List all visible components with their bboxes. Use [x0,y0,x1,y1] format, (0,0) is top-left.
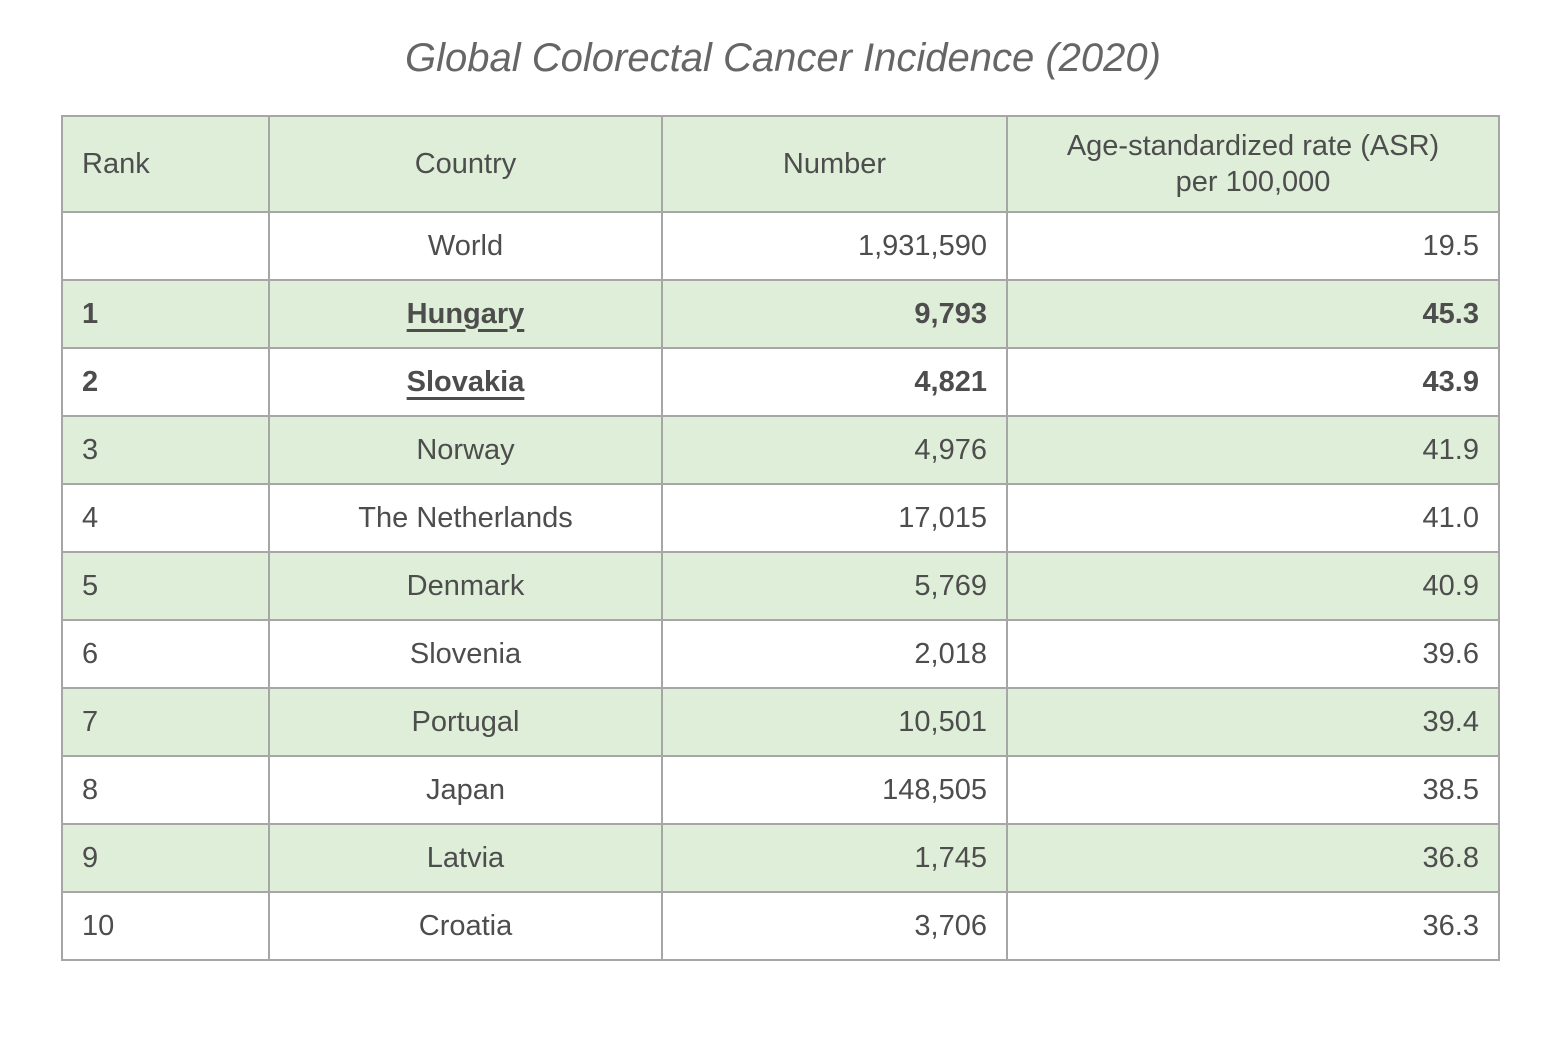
table-row: 4 The Netherlands 17,015 41.0 [61,483,1500,553]
rank-cell: 4 [61,483,270,553]
country-cell: Slovenia [268,619,663,689]
rank-cell: 7 [61,687,270,757]
rank-cell: 9 [61,823,270,893]
slide-page: Global Colorectal Cancer Incidence (2020… [0,34,1566,1038]
number-cell: 1,931,590 [661,211,1008,281]
column-header-number: Number [661,115,1008,213]
number-cell: 148,505 [661,755,1008,825]
number-cell: 4,821 [661,347,1008,417]
column-header-rank: Rank [61,115,270,213]
column-header-asr-line1: Age-standardized rate (ASR) [1066,130,1440,162]
country-cell: Slovakia [268,347,663,417]
asr-cell: 36.8 [1006,823,1500,893]
country-text: Latvia [426,841,505,874]
number-cell: 4,976 [661,415,1008,485]
number-cell: 10,501 [661,687,1008,757]
table-row: World 1,931,590 19.5 [61,211,1500,281]
country-cell: The Netherlands [268,483,663,553]
table-row: 2 Slovakia 4,821 43.9 [61,347,1500,417]
asr-cell: 39.4 [1006,687,1500,757]
asr-cell: 19.5 [1006,211,1500,281]
country-text: Hungary [406,297,525,330]
number-cell: 17,015 [661,483,1008,553]
table-row: 8 Japan 148,505 38.5 [61,755,1500,825]
asr-cell: 40.9 [1006,551,1500,621]
country-cell: Japan [268,755,663,825]
country-text: Slovenia [409,637,522,670]
country-text: World [427,229,504,262]
column-header-asr-line2: per 100,000 [1175,166,1331,198]
country-text: Portugal [411,705,520,738]
rank-cell: 3 [61,415,270,485]
column-header-asr: Age-standardized rate (ASR) per 100,000 [1006,115,1500,213]
country-cell: Norway [268,415,663,485]
country-cell: Croatia [268,891,663,961]
country-cell: Portugal [268,687,663,757]
country-text: Croatia [418,909,513,942]
table-row: 7 Portugal 10,501 39.4 [61,687,1500,757]
number-cell: 3,706 [661,891,1008,961]
rank-cell: 6 [61,619,270,689]
country-text: Denmark [406,569,525,602]
rank-cell [61,211,270,281]
country-text: Japan [425,773,505,806]
country-cell: World [268,211,663,281]
asr-cell: 36.3 [1006,891,1500,961]
number-cell: 1,745 [661,823,1008,893]
column-header-country: Country [268,115,663,213]
page-title: Global Colorectal Cancer Incidence (2020… [405,36,1161,80]
table-row: 10 Croatia 3,706 36.3 [61,891,1500,961]
country-cell: Hungary [268,279,663,349]
header-row: Rank Country Number Age-standardized rat… [61,115,1500,213]
asr-cell: 43.9 [1006,347,1500,417]
asr-cell: 41.0 [1006,483,1500,553]
rank-cell: 2 [61,347,270,417]
country-cell: Denmark [268,551,663,621]
rank-cell: 8 [61,755,270,825]
rank-cell: 5 [61,551,270,621]
table-row: 5 Denmark 5,769 40.9 [61,551,1500,621]
asr-cell: 45.3 [1006,279,1500,349]
table-row: 1 Hungary 9,793 45.3 [61,279,1500,349]
number-cell: 5,769 [661,551,1008,621]
table-row: 9 Latvia 1,745 36.8 [61,823,1500,893]
asr-cell: 39.6 [1006,619,1500,689]
table-row: 6 Slovenia 2,018 39.6 [61,619,1500,689]
asr-cell: 41.9 [1006,415,1500,485]
number-cell: 2,018 [661,619,1008,689]
country-text: The Netherlands [358,501,573,534]
country-cell: Latvia [268,823,663,893]
rank-cell: 1 [61,279,270,349]
incidence-table: Rank Country Number Age-standardized rat… [61,115,1500,961]
country-text: Norway [416,433,515,466]
country-text: Slovakia [406,365,525,398]
asr-cell: 38.5 [1006,755,1500,825]
table-row: 3 Norway 4,976 41.9 [61,415,1500,485]
rank-cell: 10 [61,891,270,961]
number-cell: 9,793 [661,279,1008,349]
